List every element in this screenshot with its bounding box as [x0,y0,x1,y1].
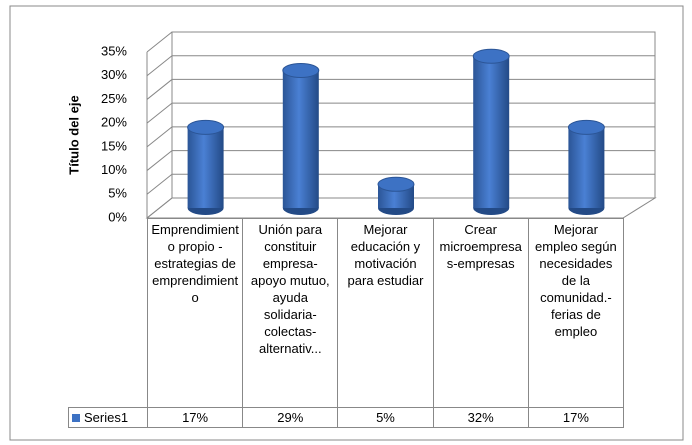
cylinder [473,56,510,208]
legend-cell: Series1 [68,407,148,428]
y-tick-label: 5% [108,186,127,201]
value-cell: 32% [432,407,529,428]
cylinder [187,127,224,208]
y-tick-label: 0% [108,209,127,224]
value-cell: 29% [242,407,339,428]
cylinder-top [187,119,225,135]
category-cell: Mejorar empleo según necesidades de la c… [527,218,624,408]
grid-line [146,31,655,53]
category-cell: Unión para constituir empresa-apoyo mutu… [242,218,339,408]
value-cell: 17% [147,407,244,428]
chart-border [9,5,684,441]
legend-swatch [72,414,80,422]
cylinder-top [377,176,415,192]
y-tick-label: 10% [101,162,127,177]
legend-label: Series1 [84,410,129,425]
y-axis-title: Título del eje [66,95,81,174]
cylinder [282,70,319,208]
y-tick-label: 35% [101,43,127,58]
cylinder-top [567,119,605,135]
category-cell: Mejorar educación y motivación para estu… [337,218,434,408]
grid-line [146,55,655,77]
grid-line [146,102,655,124]
value-cell: 17% [527,407,624,428]
cylinder [568,127,605,208]
y-tick-label: 20% [101,115,127,130]
value-cell: 5% [337,407,434,428]
category-cell: Emprendimiento propio - estrategias de e… [147,218,244,408]
y-tick-label: 30% [101,67,127,82]
cylinder-top [472,48,510,64]
y-tick-label: 25% [101,91,127,106]
grid-line [146,78,655,100]
y-tick-label: 15% [101,138,127,153]
category-cell: Crear microempresas-empresas [432,218,529,408]
cylinder-top [282,62,320,78]
